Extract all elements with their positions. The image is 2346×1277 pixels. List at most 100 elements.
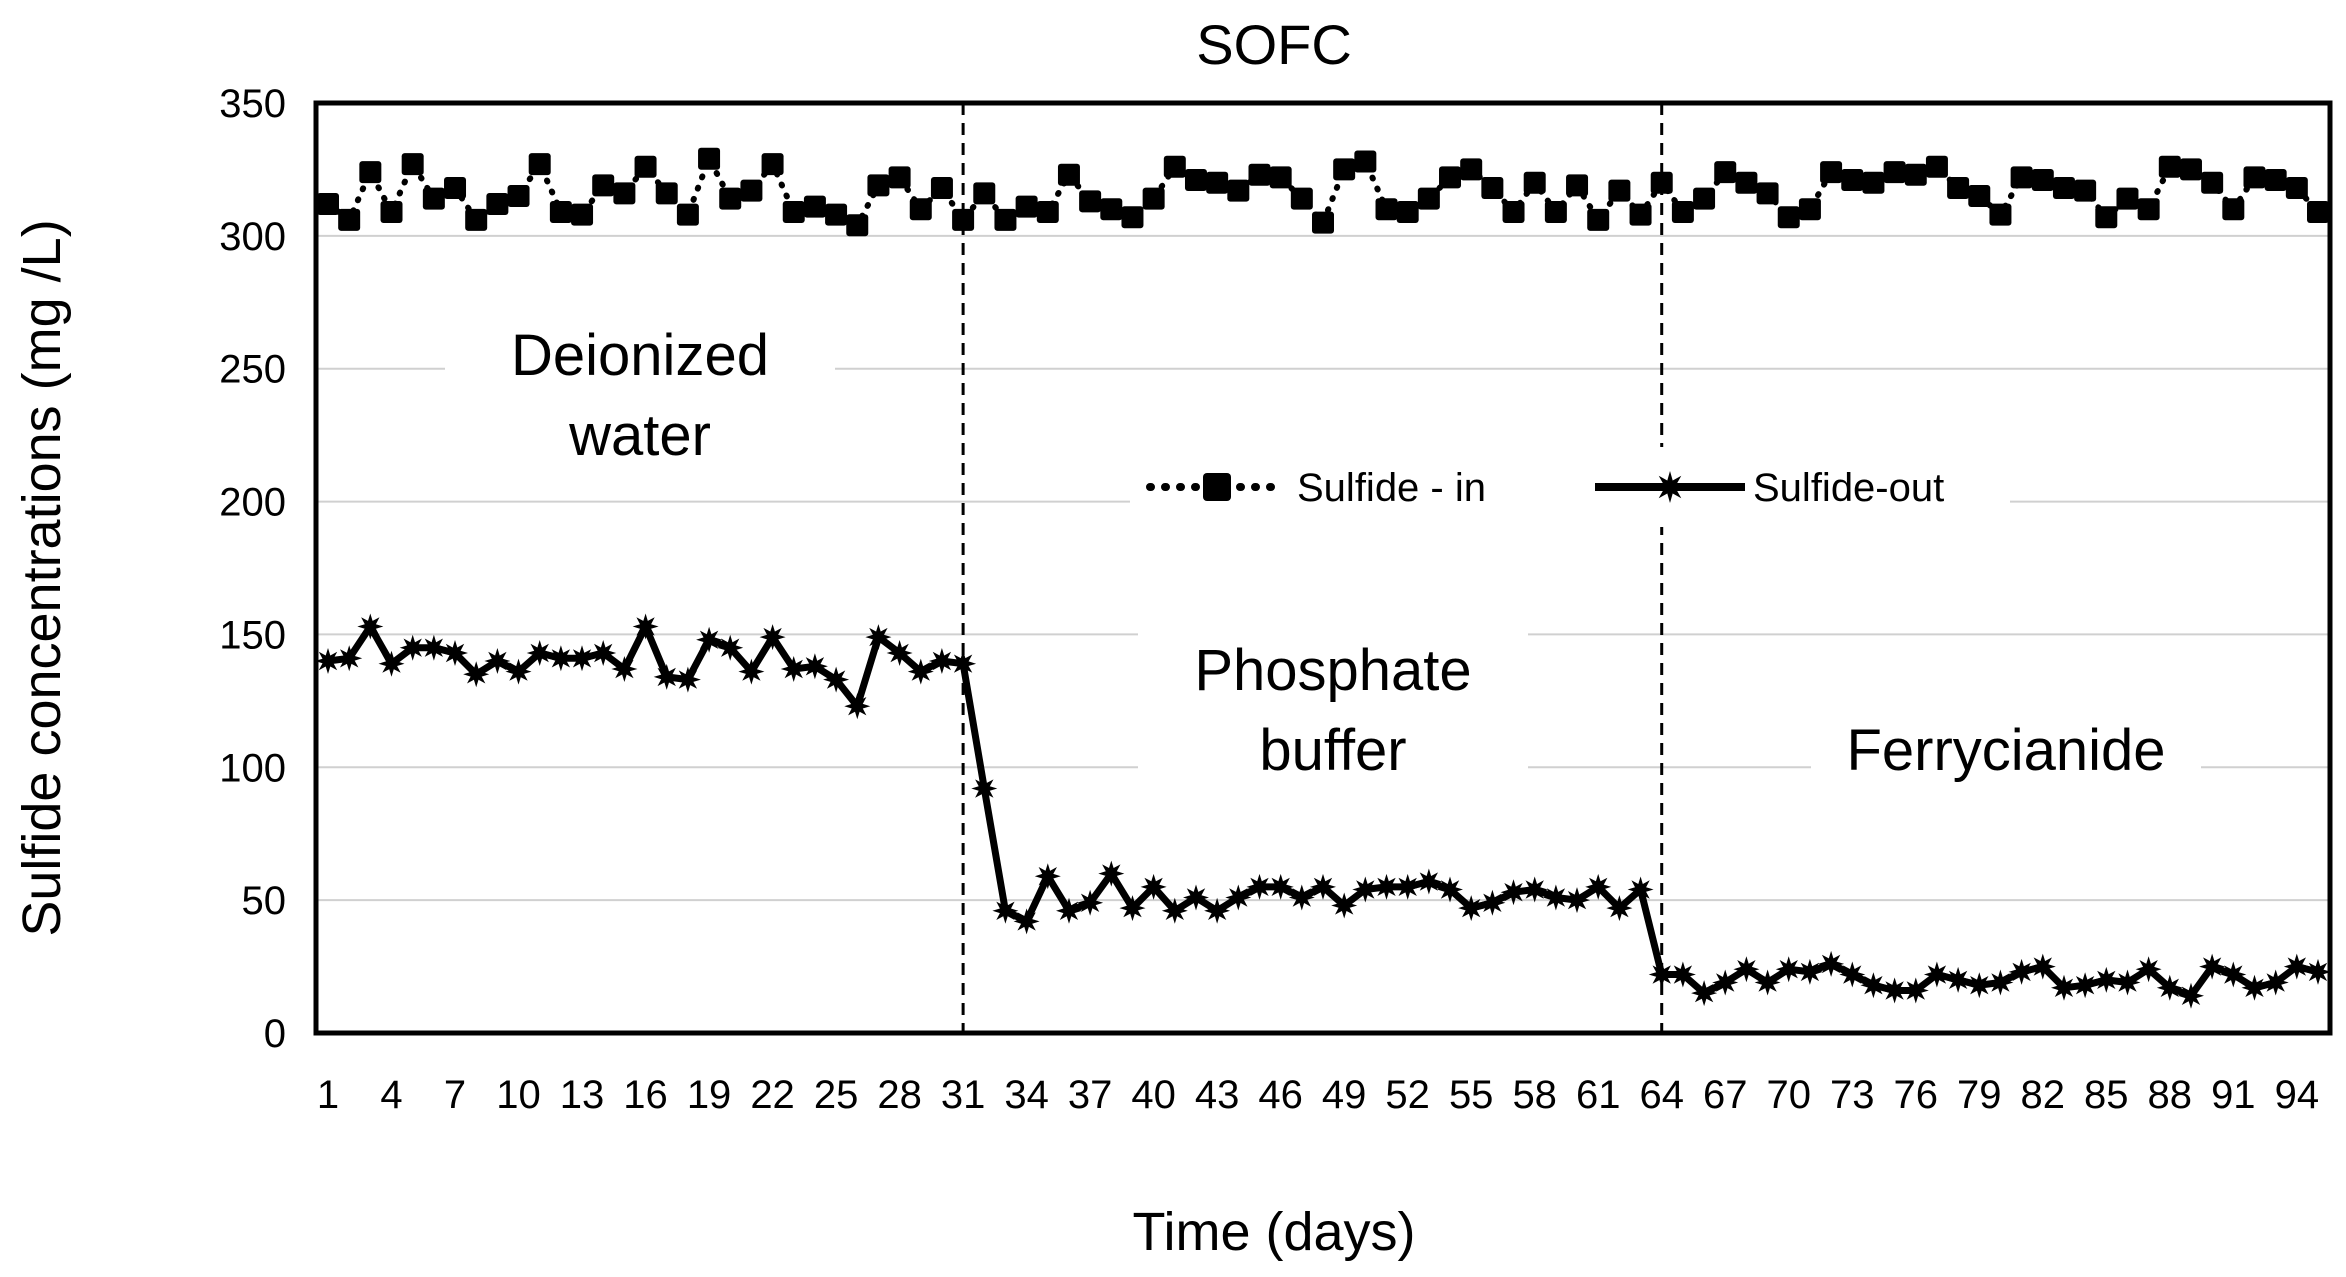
data-point-square — [2307, 200, 2329, 223]
data-point-star — [399, 634, 426, 661]
data-point-star — [1881, 977, 1908, 1004]
x-tick-label: 64 — [1639, 1073, 1684, 1117]
data-point-square — [2052, 177, 2075, 200]
data-point-square — [1248, 163, 1271, 186]
data-point-star — [1966, 972, 1993, 999]
data-point-square — [676, 203, 699, 226]
data-point-star — [1140, 873, 1167, 900]
data-point-square — [1650, 171, 1673, 194]
data-point-star — [1204, 897, 1231, 924]
data-point-star — [1754, 969, 1781, 996]
data-point-star — [2262, 969, 2289, 996]
data-point-square — [1417, 187, 1440, 210]
data-point-square — [1079, 190, 1102, 213]
data-point-star — [950, 650, 977, 677]
legend-marker-star — [1654, 471, 1686, 503]
x-tick-label: 52 — [1385, 1073, 1430, 1117]
data-point-star — [717, 634, 744, 661]
data-point-square — [1714, 161, 1737, 184]
x-tick-label: 85 — [2084, 1073, 2129, 1117]
data-point-square — [1142, 187, 1165, 210]
x-tick-label: 94 — [2275, 1073, 2320, 1117]
data-point-square — [2264, 169, 2287, 192]
data-point-star — [1775, 956, 1802, 983]
data-point-square — [1396, 200, 1419, 223]
x-tick-label: 76 — [1894, 1073, 1939, 1117]
data-point-square — [1587, 208, 1610, 231]
data-point-square — [486, 192, 509, 215]
data-series — [315, 147, 2331, 1009]
data-point-square — [740, 179, 763, 202]
y-tick-label: 200 — [219, 481, 286, 525]
phase-boundaries — [961, 103, 1664, 1033]
data-point-star — [2178, 982, 2204, 1009]
data-point-square — [1989, 203, 2012, 226]
data-point-square — [994, 208, 1017, 231]
x-tick-label: 91 — [2211, 1073, 2256, 1117]
x-tick-label: 49 — [1322, 1073, 1367, 1117]
data-point-square — [1820, 161, 1843, 184]
data-point-star — [1585, 873, 1612, 900]
data-point-square — [2201, 171, 2224, 194]
data-point-square — [2095, 206, 2118, 229]
data-point-square — [655, 182, 678, 205]
data-point-square — [571, 203, 594, 226]
data-point-square — [2158, 155, 2181, 178]
data-point-star — [696, 626, 723, 653]
data-point-star — [823, 666, 850, 693]
x-tick-label: 4 — [380, 1073, 402, 1117]
data-point-square — [1947, 177, 1970, 200]
data-point-square — [549, 200, 572, 223]
data-point-star — [2305, 958, 2331, 985]
x-tick-label: 79 — [1957, 1073, 2002, 1117]
y-tick-label: 150 — [219, 613, 286, 657]
data-point-square — [1629, 203, 1652, 226]
data-point-star — [2199, 953, 2226, 980]
data-point-star — [357, 613, 384, 640]
data-point-star — [590, 640, 617, 666]
axis-ticks: 0 50 100 150 200 250 300 350 1 4 7 10 13 16 19 22 25 28 31… — [219, 82, 2319, 1117]
data-point-star — [759, 624, 786, 651]
data-point-square — [1523, 171, 1546, 194]
data-point-square — [888, 166, 911, 189]
data-point-square — [1290, 187, 1313, 210]
data-point-square — [634, 155, 657, 178]
data-point-square — [1502, 200, 1525, 223]
x-tick-label: 16 — [623, 1073, 668, 1117]
data-point-star — [315, 648, 341, 674]
y-tick-label: 300 — [219, 215, 286, 259]
data-point-star — [1373, 873, 1400, 900]
data-point-square — [1163, 155, 1186, 178]
data-point-square — [1269, 166, 1292, 189]
data-point-star — [907, 658, 934, 685]
data-point-star — [1712, 969, 1739, 996]
data-point-square — [1756, 182, 1779, 205]
legend-label-sulfide-out: Sulfide-out — [1753, 466, 1944, 510]
data-point-star — [1056, 897, 1082, 924]
x-tick-label: 34 — [1004, 1073, 1049, 1117]
data-point-star — [442, 640, 468, 666]
data-point-star — [971, 775, 998, 802]
data-point-square — [973, 182, 996, 205]
data-point-square — [719, 187, 742, 210]
data-point-square — [1057, 163, 1080, 186]
data-point-star — [1606, 895, 1633, 922]
data-point-star — [1183, 884, 1209, 911]
data-point-square — [317, 192, 339, 215]
data-point-square — [1333, 158, 1356, 181]
data-point-star — [1860, 972, 1887, 999]
data-point-star — [2051, 974, 2077, 1001]
y-axis-title: Sulfide concentrations (mg /L) — [12, 219, 72, 936]
legend-marker-square — [1203, 473, 1231, 501]
data-point-square — [952, 208, 975, 231]
data-point-star — [738, 658, 765, 685]
data-point-square — [2243, 166, 2266, 189]
series-sulfide-out — [315, 613, 2331, 1009]
data-point-square — [2074, 179, 2097, 202]
data-point-square — [1015, 195, 1038, 218]
x-tick-label: 10 — [496, 1073, 541, 1117]
data-point-star — [2008, 958, 2035, 985]
data-point-square — [507, 185, 530, 207]
